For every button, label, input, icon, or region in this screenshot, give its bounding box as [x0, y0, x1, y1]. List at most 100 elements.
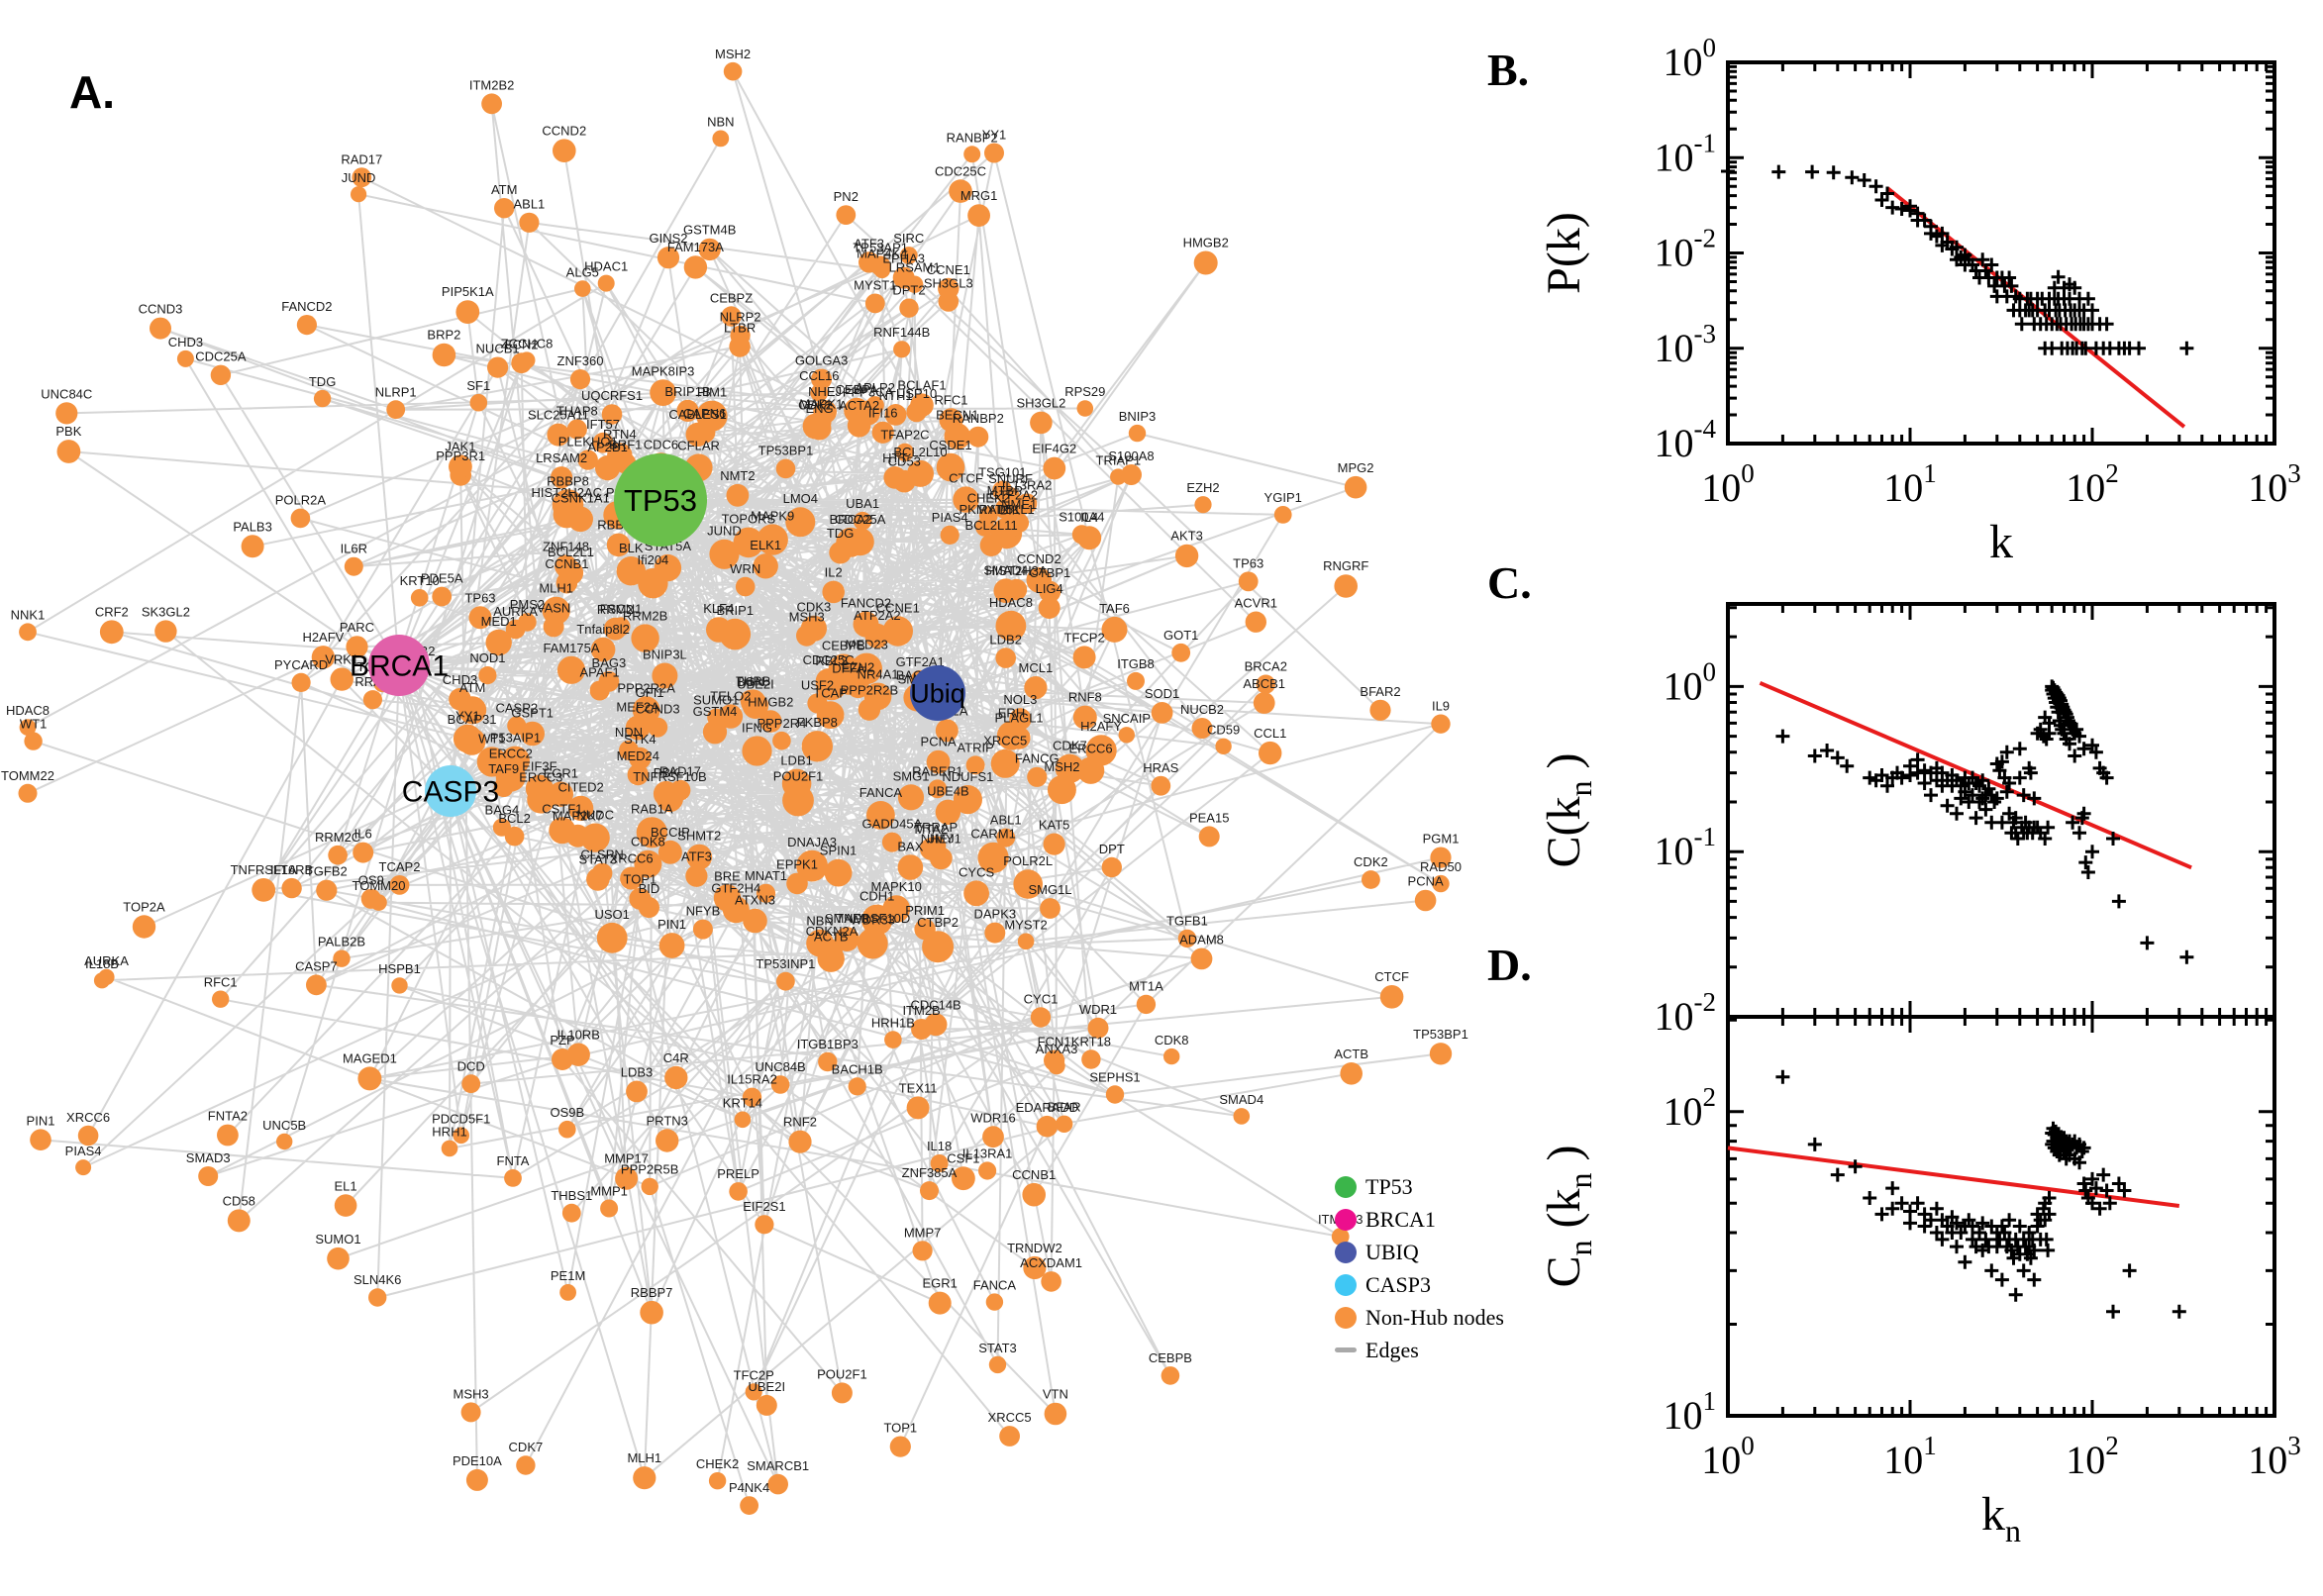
network-node-label: RRM2	[597, 602, 634, 617]
network-node	[893, 341, 911, 358]
network-node	[723, 61, 743, 81]
network-node	[597, 274, 615, 292]
network-node-label: ACTB	[814, 930, 849, 945]
network-node	[730, 325, 751, 346]
network-node-label: IL18B	[85, 956, 119, 971]
network-node	[686, 844, 713, 870]
network-node	[734, 1111, 752, 1129]
network-node-label: CDC25A	[195, 349, 247, 364]
network-node	[552, 489, 584, 521]
network-node	[882, 895, 911, 923]
network-node-label: AP2B1	[587, 440, 627, 454]
network-node-label: FSCN1	[600, 601, 643, 616]
network-node-label: CSNK1A1	[552, 491, 610, 506]
network-node-label: SUMO1	[693, 693, 739, 708]
network-node	[1013, 869, 1043, 899]
network-node	[664, 1065, 688, 1090]
network-node-label: CCL1	[1254, 726, 1286, 741]
network-node	[756, 1394, 777, 1416]
network-node-label: TRIAP1	[1096, 452, 1142, 467]
network-node-label: GSTM4B	[683, 223, 736, 238]
edge-legend-dash	[1335, 1347, 1357, 1352]
network-node-label: RABEP1	[912, 764, 962, 779]
network-node-label: OS9	[358, 873, 384, 888]
network-node-label: CCNE1	[876, 600, 920, 615]
y-tick-label: 10-1	[1655, 128, 1717, 179]
network-node	[99, 620, 124, 645]
network-node	[712, 130, 730, 148]
network-node	[785, 507, 816, 538]
network-node	[432, 586, 453, 607]
network-node-label: BRE	[714, 868, 741, 883]
network-node-label: LRSAM2	[536, 450, 587, 465]
network-node-label: RBBP7	[631, 1285, 673, 1300]
network-node	[978, 1161, 997, 1180]
network-node	[638, 896, 660, 919]
network-node	[656, 247, 680, 269]
network-node	[1027, 766, 1048, 787]
network-node	[721, 306, 742, 327]
network-node-label: TRRAP	[914, 820, 958, 835]
network-node-label: CCND3	[139, 302, 183, 317]
network-node-label: EZH2	[842, 660, 874, 675]
network-node	[1215, 738, 1232, 754]
network-node-label: PDE5A	[421, 571, 463, 586]
network-node	[507, 716, 527, 736]
network-node-label: XRCC6	[610, 851, 654, 866]
network-node-label: BRF1	[609, 437, 642, 451]
network-node	[252, 878, 276, 902]
network-node	[864, 623, 890, 648]
network-node-label: EPHA3	[882, 251, 925, 266]
network-node-label: MEF2A	[616, 700, 659, 715]
network-node	[1101, 616, 1128, 643]
network-node-label: XRCC5	[988, 1410, 1032, 1425]
network-node-label: CHEK2	[696, 1456, 739, 1471]
network-node	[552, 1048, 573, 1070]
network-node-label: WDR1	[1079, 1002, 1117, 1017]
network-node-label: CASP2	[495, 700, 538, 715]
network-node-label: ERCC6	[1069, 742, 1113, 756]
network-node-label: TAF6	[1099, 601, 1130, 616]
network-node-label: GFI1	[636, 685, 664, 700]
network-node-label: RAD17	[341, 151, 382, 166]
network-node	[351, 186, 367, 203]
network-node	[753, 553, 778, 579]
network-node	[813, 400, 837, 424]
network-node-label: TNFRSF10B	[633, 769, 706, 784]
network-node-label: CYC1	[1024, 991, 1059, 1006]
network-node	[481, 93, 502, 115]
network-node-label: ADAM8	[1179, 933, 1224, 948]
network-node	[1047, 775, 1076, 805]
y-tick-label: 10-2	[1655, 987, 1717, 1039]
plot-frame-d	[1726, 1015, 2276, 1418]
network-node	[1017, 933, 1035, 950]
network-node-label: CDK2	[1354, 854, 1388, 869]
network-node	[928, 1291, 952, 1315]
network-node-label: LTBR	[724, 320, 756, 335]
network-node	[603, 617, 627, 641]
legend-item-nonhub: Non-Hub nodes	[1335, 1301, 1504, 1334]
network-node	[591, 862, 613, 884]
y-tick-label: 101	[1664, 1386, 1717, 1438]
network-node	[1023, 1255, 1047, 1280]
network-node-label: S100A8	[1108, 449, 1154, 463]
network-node-label: ITGB1BP3	[797, 1037, 858, 1051]
network-node-label: PPP2R2B	[841, 683, 899, 698]
network-node	[1009, 708, 1032, 731]
network-node	[816, 668, 848, 701]
network-node-label: XRCC6	[66, 1110, 110, 1125]
network-node-label: TP53BP1	[758, 444, 814, 458]
legend-item-casp3: CASP3	[1335, 1268, 1504, 1301]
network-node-label: APAF1	[579, 665, 619, 680]
network-node	[1161, 1366, 1180, 1385]
x-tick-label: 100	[1701, 1431, 1755, 1482]
network-node-label: PEA15	[1189, 810, 1229, 825]
network-node	[658, 933, 685, 958]
network-node	[551, 466, 573, 489]
network-node-label: IL9	[1432, 699, 1450, 714]
network-node	[1043, 833, 1065, 855]
network-node-label: MSH2	[715, 47, 751, 61]
network-node	[1022, 1182, 1046, 1207]
network-node	[1379, 985, 1404, 1009]
network-node-label: LDB3	[621, 1065, 654, 1080]
